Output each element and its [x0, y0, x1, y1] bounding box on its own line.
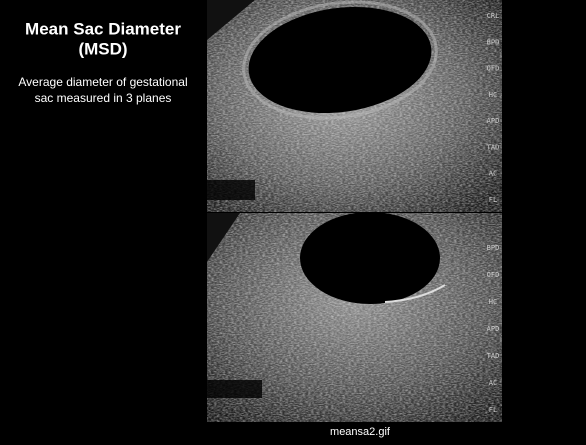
side-label: HC — [489, 298, 497, 306]
side-label: OFD — [487, 271, 500, 279]
measurement-labels: BPD OFD HC APD TAD AC FL — [487, 244, 500, 414]
caption: meansa2.gif — [330, 426, 391, 438]
description-line: sac measured in 3 planes — [35, 91, 172, 105]
side-label: FL — [489, 406, 497, 414]
side-label: APD — [487, 117, 500, 125]
side-label: FL — [489, 196, 497, 204]
side-label: CRL — [487, 12, 500, 20]
measurement-labels: CRL BPD OFD HC APD TAD AC FL — [487, 12, 500, 204]
side-label: BPD — [487, 38, 500, 46]
side-label: TAD — [487, 352, 500, 360]
title-line: Mean Sac Diameter — [25, 19, 181, 38]
side-label: TAD — [487, 143, 500, 151]
ultrasound-image — [207, 0, 502, 212]
side-label: AC — [489, 379, 497, 387]
side-label: HC — [489, 91, 497, 99]
side-label: AC — [489, 170, 497, 178]
side-label: BPD — [487, 244, 500, 252]
ultrasound-image — [207, 213, 502, 422]
side-label: APD — [487, 325, 500, 333]
description-line: Average diameter of gestational — [18, 75, 187, 89]
side-label: OFD — [487, 65, 500, 73]
title-line: (MSD) — [78, 39, 127, 58]
